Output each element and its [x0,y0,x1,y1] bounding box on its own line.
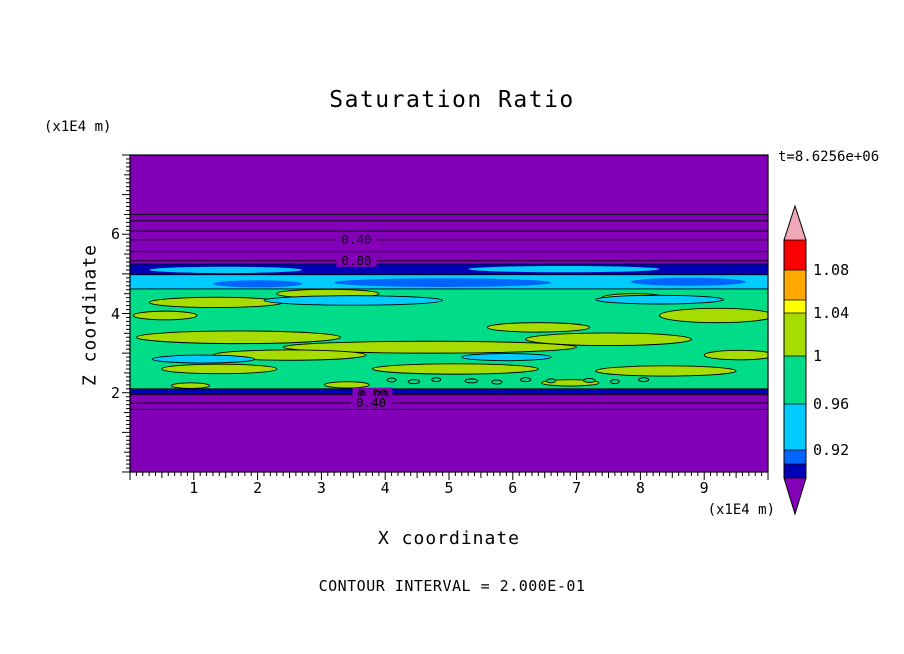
x-tick-label: 6 [508,479,518,497]
x-tick-label: 5 [444,479,454,497]
x-axis-label: X coordinate [377,528,521,549]
x-tick-label: 3 [316,479,326,497]
svg-text:0.40: 0.40 [356,395,386,410]
contour-interval-note: CONTOUR INTERVAL = 2.000E-01 [318,577,586,595]
colorbar-tick-label: 0.92 [813,441,850,459]
colorbar-tick-label: 1 [813,347,823,365]
svg-text:0.80: 0.80 [341,253,371,268]
x-tick-label: 7 [572,479,582,497]
colorbar-tick-label: 1.04 [813,304,850,322]
y-tick-label: 2 [110,383,120,402]
x-tick-label: 4 [380,479,390,497]
x-axis-unit-label: (x1E4 m) [707,502,775,518]
x-tick-label: 8 [635,479,645,497]
y-tick-label: 6 [110,225,120,244]
colorbar-tick-label: 1.08 [813,261,850,279]
y-tick-label: 4 [110,304,120,323]
plot-title: Saturation Ratio [329,87,575,113]
colorbar-tick-label: 0.96 [813,395,850,413]
time-annotation: t=8.6256e+06 [778,149,880,165]
y-axis-unit-label: (x1E4 m) [44,119,112,135]
x-tick-label: 9 [699,479,709,497]
x-tick-label: 1 [189,479,199,497]
svg-text:0.40: 0.40 [341,232,371,247]
x-tick-label: 2 [253,479,263,497]
